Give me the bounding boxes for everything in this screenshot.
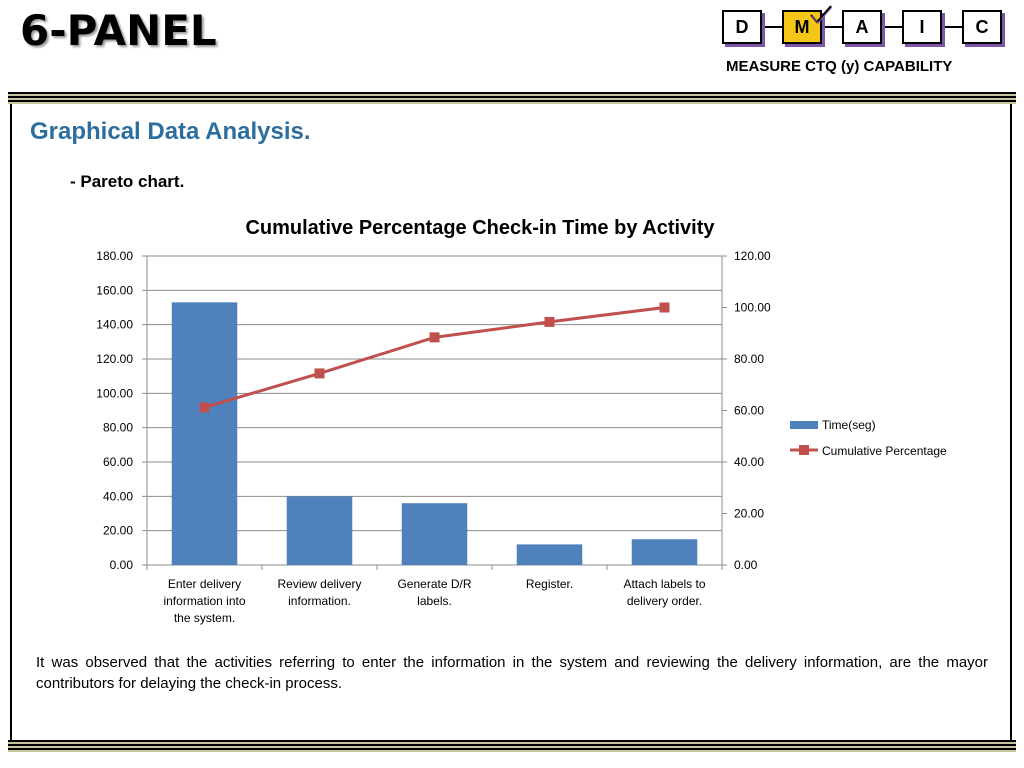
analysis-description: It was observed that the activities refe… xyxy=(36,654,988,692)
y-right-tick-label: 120.00 xyxy=(734,249,771,263)
x-category-label-line: delivery order. xyxy=(627,594,702,608)
y-left-tick-label: 20.00 xyxy=(103,524,133,538)
content-frame xyxy=(10,104,1012,740)
bar xyxy=(516,544,583,565)
phase-c-box: C xyxy=(962,10,1002,44)
y-right-tick-label: 80.00 xyxy=(734,352,764,366)
chart-legend: Time(seg) Cumulative Percentage xyxy=(790,418,947,458)
checkmark-icon xyxy=(810,5,833,24)
x-category-label: Review delivery information. xyxy=(277,577,361,608)
phase-d-box: D xyxy=(722,10,762,44)
bar xyxy=(286,496,353,565)
phase-m-box: M xyxy=(782,10,822,44)
line-marker xyxy=(659,302,670,313)
bar xyxy=(631,539,698,565)
legend-label-cumulative: Cumulative Percentage xyxy=(822,444,947,458)
y-left-tick-label: 100.00 xyxy=(96,386,133,400)
phase-i-box: I xyxy=(902,10,942,44)
x-category-label: Register. xyxy=(526,577,573,591)
phase-a-box: A xyxy=(842,10,882,44)
x-category-label-line: information. xyxy=(288,594,351,608)
x-category-label-line: Generate D/R xyxy=(397,577,471,591)
chart-tick-labels: 0.00 20.00 40.00 60.00 80.00 100.00 120.00 140.… xyxy=(96,249,771,572)
chart-category-labels: Enter delivery information into the system… xyxy=(163,577,705,625)
y-right-tick-label: 20.00 xyxy=(734,507,764,521)
legend-label-time: Time(seg) xyxy=(822,418,876,432)
y-right-tick-label: 60.00 xyxy=(734,404,764,418)
pareto-chart: Cumulative Percentage Check-in Time by A… xyxy=(96,217,947,625)
legend-bar-swatch xyxy=(790,421,818,429)
bar xyxy=(401,503,468,565)
slide-title: 6-PANEL xyxy=(20,6,217,55)
top-divider xyxy=(8,92,1016,104)
x-category-label-line: information into xyxy=(163,594,245,608)
y-right-tick-label: 100.00 xyxy=(734,301,771,315)
line-marker xyxy=(314,368,325,379)
dmaic-phase-tracker: D M A I C xyxy=(720,5,1010,48)
y-left-tick-label: 160.00 xyxy=(96,283,133,297)
legend-line-marker xyxy=(799,445,809,455)
line-marker xyxy=(429,332,440,343)
x-category-label-line: Register. xyxy=(526,577,573,591)
line-marker xyxy=(544,316,555,327)
line-marker xyxy=(199,402,210,413)
y-right-tick-label: 40.00 xyxy=(734,455,764,469)
phase-subtitle: MEASURE CTQ (y) CAPABILITY xyxy=(726,58,953,75)
x-category-label: Generate D/R labels. xyxy=(397,577,471,608)
x-category-label-line: Enter delivery xyxy=(168,577,241,591)
x-category-label: Enter delivery information into the system… xyxy=(163,577,245,625)
chart-cumulative-line xyxy=(199,302,670,413)
x-category-label: Attach labels to delivery order. xyxy=(623,577,705,608)
y-left-tick-label: 120.00 xyxy=(96,352,133,366)
section-heading: Graphical Data Analysis. xyxy=(30,118,311,145)
y-left-tick-label: 40.00 xyxy=(103,489,133,503)
y-left-tick-label: 140.00 xyxy=(96,318,133,332)
chart-bars xyxy=(171,302,698,565)
y-left-tick-label: 180.00 xyxy=(96,249,133,263)
y-left-tick-label: 80.00 xyxy=(103,421,133,435)
x-category-label-line: the system. xyxy=(174,611,235,625)
section-subheading: - Pareto chart. xyxy=(70,172,185,191)
bottom-divider xyxy=(8,740,1016,752)
x-category-label-line: Attach labels to xyxy=(623,577,705,591)
y-left-tick-label: 0.00 xyxy=(110,558,134,572)
y-left-tick-label: 60.00 xyxy=(103,455,133,469)
chart-title: Cumulative Percentage Check-in Time by A… xyxy=(245,217,715,239)
cumulative-line xyxy=(204,306,665,409)
x-category-label-line: labels. xyxy=(417,594,452,608)
y-right-tick-label: 0.00 xyxy=(734,558,758,572)
bar xyxy=(171,302,238,565)
x-category-label-line: Review delivery xyxy=(277,577,361,591)
